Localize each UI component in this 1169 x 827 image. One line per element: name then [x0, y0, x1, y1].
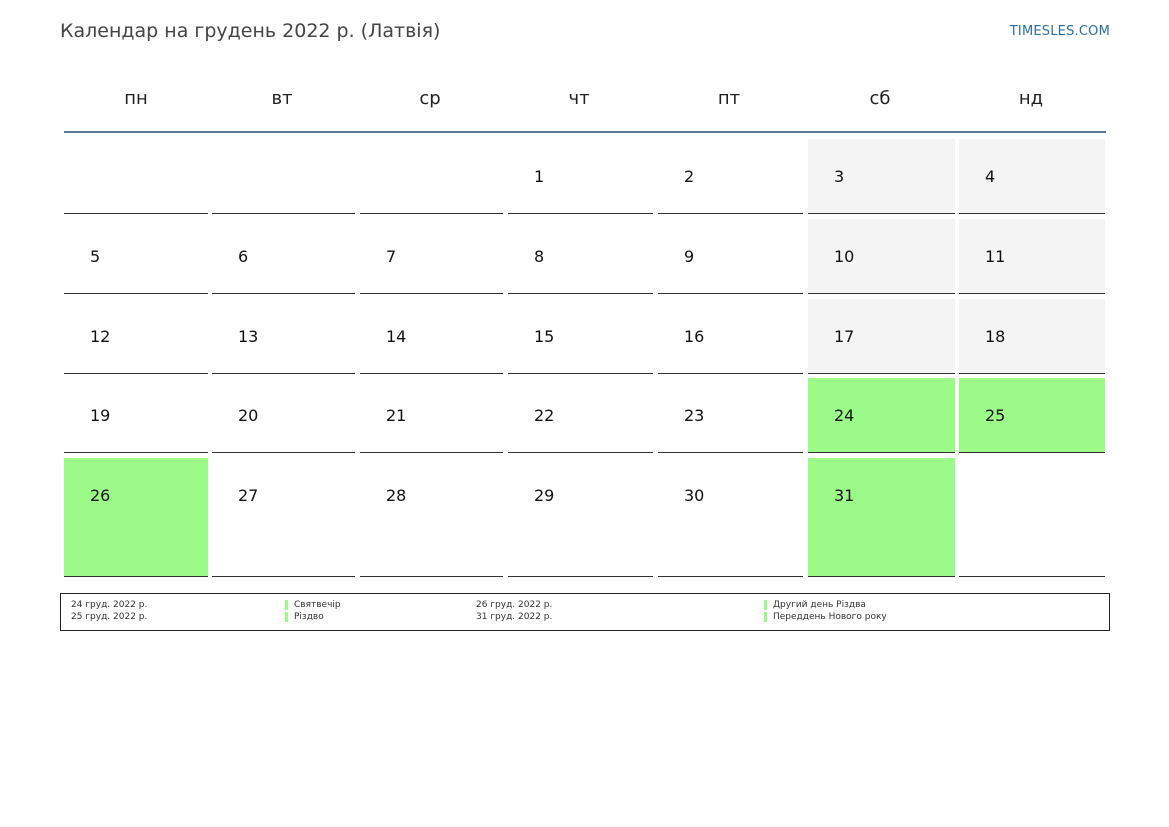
page-title: Календар на грудень 2022 р. (Латвія) — [60, 20, 441, 42]
day-number: 17 — [834, 327, 855, 346]
day-number: 11 — [985, 247, 1006, 266]
day-number: 6 — [238, 247, 249, 266]
day-number: 8 — [534, 247, 545, 266]
day-number: 19 — [90, 406, 111, 425]
legend-date: 31 груд. 2022 р. — [476, 612, 553, 622]
legend-date: 24 груд. 2022 р. — [71, 600, 148, 610]
day-number: 30 — [684, 486, 705, 505]
day-cell: 23 — [658, 378, 803, 453]
day-cell: 13 — [212, 299, 355, 374]
day-number: 5 — [90, 247, 101, 266]
day-number: 10 — [834, 247, 855, 266]
day-number: 24 — [834, 406, 855, 425]
day-cell: 12 — [64, 299, 208, 374]
day-cell: 28 — [360, 458, 503, 577]
site-link[interactable]: TIMESLES.COM — [1009, 24, 1110, 39]
day-cell: 14 — [360, 299, 503, 374]
day-number: 2 — [684, 167, 695, 186]
day-cell: 31 — [808, 458, 955, 577]
day-cell: 29 — [508, 458, 653, 577]
day-number: 13 — [238, 327, 259, 346]
day-cell: 30 — [658, 458, 803, 577]
weekday-mon: пн — [124, 88, 148, 109]
day-cell: 8 — [508, 219, 653, 294]
day-cell: 18 — [959, 299, 1105, 374]
day-cell — [64, 139, 208, 214]
day-cell: 19 — [64, 378, 208, 453]
day-cell — [212, 139, 355, 214]
day-number: 26 — [90, 486, 111, 505]
day-number: 31 — [834, 486, 855, 505]
day-number: 21 — [386, 406, 407, 425]
legend-holiday-name: Переддень Нового року — [764, 612, 887, 622]
day-cell: 20 — [212, 378, 355, 453]
day-cell: 27 — [212, 458, 355, 577]
day-number: 4 — [985, 167, 996, 186]
header-divider — [64, 131, 1106, 133]
weekday-sun: нд — [1018, 88, 1044, 109]
day-cell: 24 — [808, 378, 955, 453]
day-number: 23 — [684, 406, 705, 425]
day-cell: 4 — [959, 139, 1105, 214]
day-cell: 11 — [959, 219, 1105, 294]
day-cell: 1 — [508, 139, 653, 214]
weekday-header-row: пн вт ср чт пт сб нд — [64, 80, 1106, 118]
weekday-tue: вт — [271, 88, 293, 109]
day-number: 20 — [238, 406, 259, 425]
weekday-thu: чт — [568, 88, 590, 109]
day-number: 28 — [386, 486, 407, 505]
day-cell: 3 — [808, 139, 955, 214]
legend-holiday-name: Різдво — [285, 612, 324, 622]
day-cell: 9 — [658, 219, 803, 294]
day-cell: 15 — [508, 299, 653, 374]
day-number: 15 — [534, 327, 555, 346]
day-cell: 2 — [658, 139, 803, 214]
day-cell: 16 — [658, 299, 803, 374]
day-number: 18 — [985, 327, 1006, 346]
day-number: 3 — [834, 167, 845, 186]
weekday-fri: пт — [717, 88, 741, 109]
legend-date: 25 груд. 2022 р. — [71, 612, 148, 622]
day-cell: 7 — [360, 219, 503, 294]
day-number: 7 — [386, 247, 397, 266]
day-cell: 25 — [959, 378, 1105, 453]
holiday-legend: 24 груд. 2022 р. Святвечір 25 груд. 2022… — [60, 593, 1110, 631]
weekday-wed: ср — [419, 88, 441, 109]
legend-date: 26 груд. 2022 р. — [476, 600, 553, 610]
day-number: 9 — [684, 247, 695, 266]
day-cell: 17 — [808, 299, 955, 374]
day-number: 1 — [534, 167, 545, 186]
day-number: 12 — [90, 327, 111, 346]
day-number: 27 — [238, 486, 259, 505]
day-number: 22 — [534, 406, 555, 425]
day-cell — [360, 139, 503, 214]
day-cell: 10 — [808, 219, 955, 294]
day-cell: 6 — [212, 219, 355, 294]
day-cell: 5 — [64, 219, 208, 294]
day-number: 25 — [985, 406, 1006, 425]
day-number: 14 — [386, 327, 407, 346]
day-number: 16 — [684, 327, 705, 346]
legend-holiday-name: Другий день Різдва — [764, 600, 866, 610]
weekday-sat: сб — [869, 88, 891, 109]
legend-holiday-name: Святвечір — [285, 600, 341, 610]
day-cell: 22 — [508, 378, 653, 453]
day-cell: 21 — [360, 378, 503, 453]
day-number: 29 — [534, 486, 555, 505]
day-cell: 26 — [64, 458, 208, 577]
day-cell — [959, 458, 1105, 577]
